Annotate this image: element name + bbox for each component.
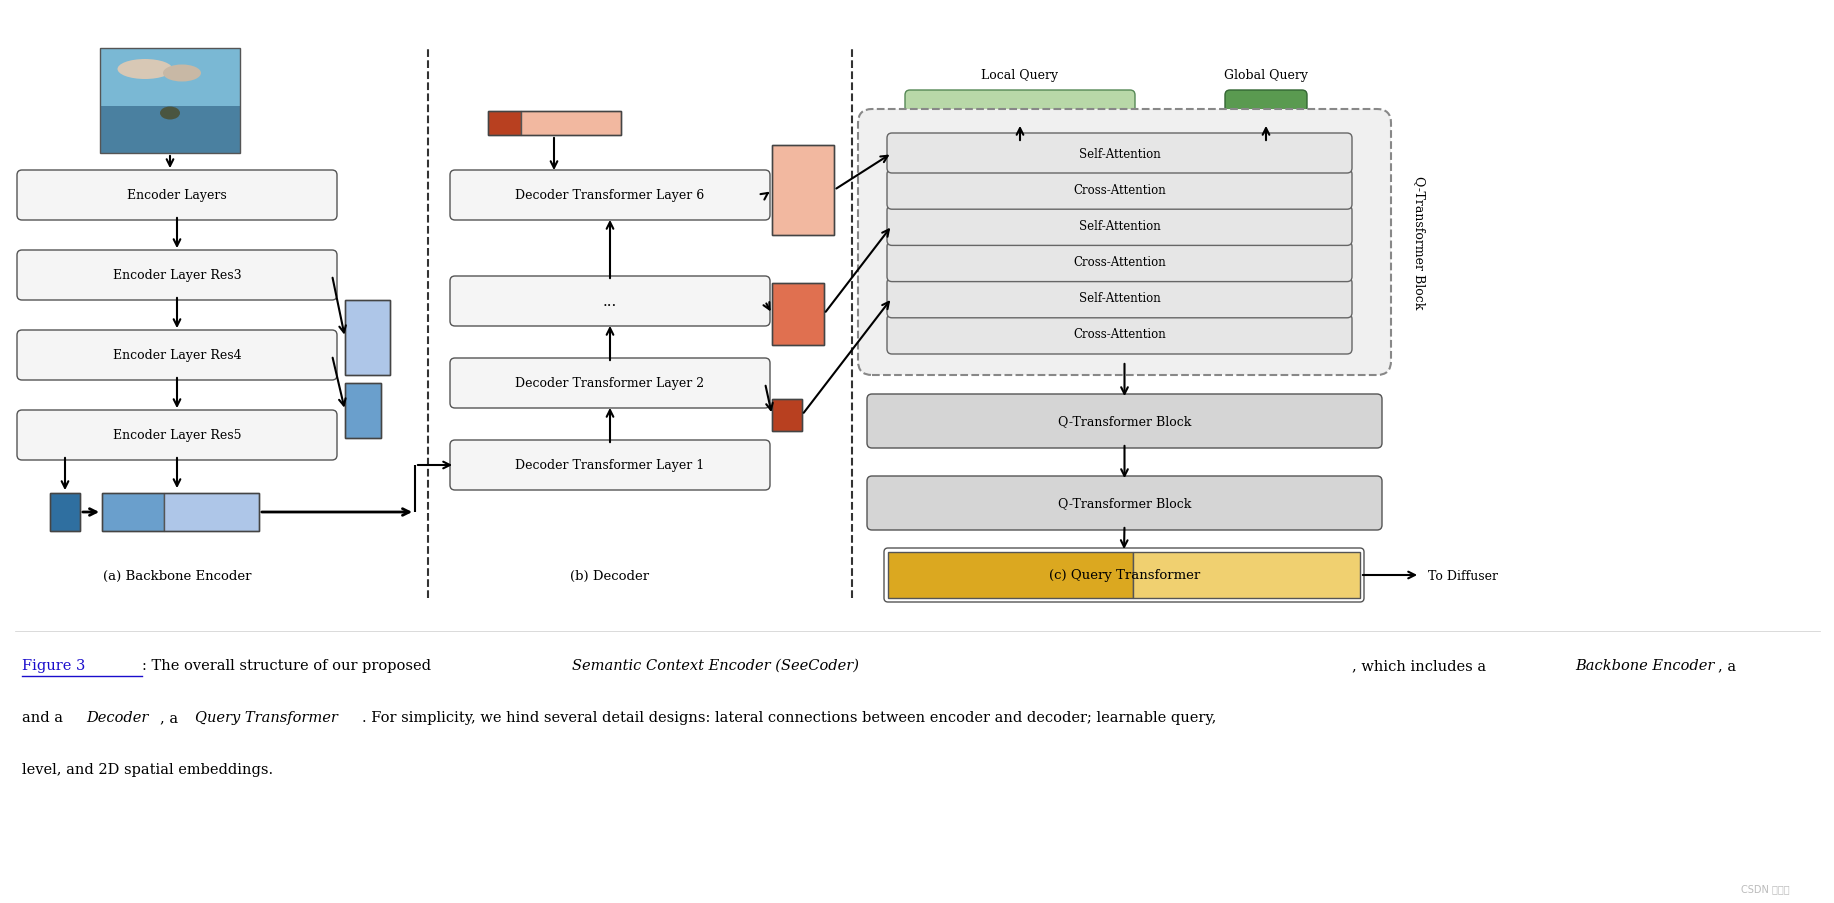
Text: : The overall structure of our proposed: : The overall structure of our proposed [141, 658, 436, 672]
Text: Cross-Attention: Cross-Attention [1073, 328, 1166, 341]
FancyBboxPatch shape [867, 395, 1383, 449]
Bar [345, 301, 391, 376]
Text: Decoder: Decoder [86, 711, 149, 724]
Text: , which includes a: , which includes a [1352, 658, 1491, 672]
Bar [488, 112, 622, 135]
FancyBboxPatch shape [867, 477, 1383, 530]
Bar [345, 384, 381, 439]
Text: Semantic Context Encoder (SeeCoder): Semantic Context Encoder (SeeCoder) [572, 658, 858, 672]
Text: Q-Transformer Block: Q-Transformer Block [1058, 415, 1192, 428]
Text: Self-Attention: Self-Attention [1078, 147, 1161, 161]
Ellipse shape [163, 65, 202, 82]
FancyBboxPatch shape [17, 330, 337, 380]
Bar [163, 493, 259, 531]
Text: Q-Transformer Block: Q-Transformer Block [1412, 176, 1425, 310]
FancyBboxPatch shape [17, 171, 337, 220]
FancyBboxPatch shape [449, 276, 770, 327]
Text: (a) Backbone Encoder: (a) Backbone Encoder [103, 569, 251, 582]
Bar [101, 49, 240, 107]
Bar [103, 493, 163, 531]
Text: ...: ... [603, 294, 616, 309]
Bar [521, 112, 622, 135]
Text: (b) Decoder: (b) Decoder [570, 569, 649, 582]
FancyBboxPatch shape [17, 251, 337, 301]
FancyBboxPatch shape [888, 134, 1352, 173]
FancyBboxPatch shape [888, 206, 1352, 247]
Text: Decoder Transformer Layer 6: Decoder Transformer Layer 6 [515, 190, 704, 202]
Bar [772, 284, 823, 346]
Text: Encoder Layer Res4: Encoder Layer Res4 [112, 349, 242, 362]
FancyBboxPatch shape [904, 91, 1135, 149]
FancyBboxPatch shape [449, 358, 770, 408]
FancyBboxPatch shape [17, 411, 337, 461]
Bar [488, 112, 521, 135]
FancyBboxPatch shape [1225, 91, 1308, 149]
Text: Cross-Attention: Cross-Attention [1073, 256, 1166, 269]
Text: (c) Query Transformer: (c) Query Transformer [1049, 569, 1201, 582]
FancyBboxPatch shape [449, 171, 770, 220]
Ellipse shape [117, 60, 172, 79]
Bar [1133, 553, 1361, 599]
Text: Figure 3: Figure 3 [22, 658, 86, 672]
Text: Q-Transformer Block: Q-Transformer Block [1058, 497, 1192, 510]
Bar [50, 493, 81, 531]
Text: To Diffuser: To Diffuser [1429, 569, 1498, 582]
Bar [772, 399, 801, 432]
Ellipse shape [160, 107, 180, 120]
Bar [345, 384, 381, 439]
Text: , a: , a [160, 711, 183, 724]
Text: Decoder Transformer Layer 1: Decoder Transformer Layer 1 [515, 459, 704, 472]
Bar [101, 107, 240, 154]
Text: , a: , a [1718, 658, 1737, 672]
Bar [888, 553, 1133, 599]
Text: Encoder Layer Res3: Encoder Layer Res3 [112, 269, 242, 282]
Bar [772, 284, 823, 346]
Bar [103, 493, 259, 531]
Text: level, and 2D spatial embeddings.: level, and 2D spatial embeddings. [22, 762, 273, 777]
FancyBboxPatch shape [888, 170, 1352, 210]
Text: Self-Attention: Self-Attention [1078, 219, 1161, 233]
Bar [50, 493, 81, 531]
Bar [772, 146, 834, 236]
Text: Query Transformer: Query Transformer [194, 711, 337, 724]
Text: and a: and a [22, 711, 68, 724]
FancyBboxPatch shape [858, 110, 1390, 376]
Text: Backbone Encoder: Backbone Encoder [1575, 658, 1715, 672]
FancyBboxPatch shape [449, 441, 770, 490]
FancyBboxPatch shape [888, 278, 1352, 319]
Text: Decoder Transformer Layer 2: Decoder Transformer Layer 2 [515, 377, 704, 390]
Text: Global Query: Global Query [1223, 69, 1308, 82]
Text: . For simplicity, we hind several detail designs: lateral connections between en: . For simplicity, we hind several detail… [361, 711, 1216, 724]
Text: CSDN 学分库: CSDN 学分库 [1740, 883, 1790, 893]
Bar [772, 399, 801, 432]
Text: Self-Attention: Self-Attention [1078, 292, 1161, 305]
FancyBboxPatch shape [888, 242, 1352, 283]
FancyBboxPatch shape [888, 314, 1352, 355]
Text: Encoder Layers: Encoder Layers [127, 190, 227, 202]
Text: Cross-Attention: Cross-Attention [1073, 183, 1166, 197]
Bar [772, 146, 834, 236]
Text: Local Query: Local Query [981, 69, 1058, 82]
Text: Encoder Layer Res5: Encoder Layer Res5 [112, 429, 242, 442]
Bar [101, 49, 240, 154]
Bar [345, 301, 391, 376]
